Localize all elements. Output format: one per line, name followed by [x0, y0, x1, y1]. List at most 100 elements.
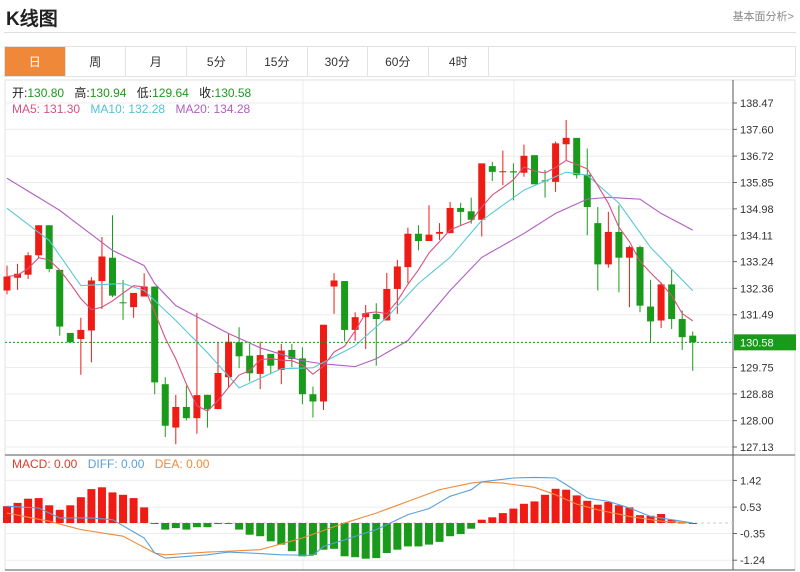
tab-week[interactable]: 周: [66, 47, 126, 76]
candle: [235, 327, 243, 369]
candle: [130, 292, 138, 318]
macd-bar: [361, 523, 370, 559]
candle: [689, 331, 697, 371]
candle: [77, 317, 85, 375]
macd-bar: [382, 523, 391, 553]
tab-day[interactable]: 日: [5, 47, 66, 76]
macd-bar: [3, 506, 11, 523]
macd-bar: [55, 509, 64, 523]
tab-15min[interactable]: 15分: [247, 47, 308, 76]
macd-bar: [119, 494, 128, 523]
candle: [393, 259, 401, 314]
candle-body: [362, 313, 370, 318]
macd-bar: [24, 498, 33, 523]
candle: [404, 227, 412, 284]
candle-body: [256, 355, 264, 374]
macd-bar: [435, 523, 444, 542]
close-label: 收:: [199, 86, 215, 100]
macd-bar: [319, 523, 328, 550]
macd-tick-label: -0.35: [740, 529, 765, 541]
candle-body: [3, 276, 11, 291]
period-tabs: 日 周 月 5分 15分 30分 60分 4时: [4, 46, 796, 77]
macd-bar: [456, 523, 465, 535]
current-price-label: 130.58: [740, 337, 774, 349]
macd-bar: [414, 523, 423, 547]
candle: [256, 341, 264, 390]
macd-bar: [330, 523, 339, 549]
macd-bar: [214, 523, 222, 524]
price-tick-label: 134.98: [740, 204, 774, 216]
candle: [151, 286, 159, 395]
candle-body: [488, 166, 496, 172]
candle: [499, 150, 507, 186]
candle: [552, 141, 560, 192]
candle-body: [98, 256, 106, 282]
candle-body: [320, 324, 327, 402]
ma5-value: MA5: 131.30: [12, 102, 81, 116]
macd-bar: [298, 523, 307, 557]
candle: [87, 277, 95, 363]
candle: [140, 273, 148, 297]
candle: [277, 343, 285, 385]
candle-body: [309, 394, 317, 402]
candle: [562, 119, 570, 161]
candle-body: [604, 231, 612, 265]
price-tick-label: 133.24: [740, 257, 774, 269]
tab-4hour[interactable]: 4时: [429, 47, 489, 76]
price-tick-label: 137.60: [740, 124, 774, 136]
macd-legend: MACD: 0.00 DIFF: 0.00 DEA: 0.00: [12, 457, 216, 471]
diff-value: DIFF: 0.00: [87, 457, 145, 471]
candle: [425, 205, 433, 242]
macd-bar: [76, 497, 85, 523]
price-tick-label: 132.36: [740, 283, 774, 295]
fundamental-analysis-link[interactable]: 基本面分析>: [732, 11, 794, 23]
candle-body: [151, 286, 159, 383]
macd-bar: [13, 502, 22, 523]
candle: [594, 207, 602, 291]
candle-body: [130, 292, 138, 308]
candle: [541, 170, 549, 198]
ohlc-legend: 开:130.80 高:130.94 低:129.64 收:130.58: [12, 84, 258, 101]
macd-bar: [467, 523, 476, 529]
candle: [341, 281, 349, 342]
candle: [98, 237, 106, 309]
candle: [161, 377, 169, 437]
candle-body: [583, 174, 591, 208]
candle: [14, 263, 22, 290]
macd-bar: [446, 523, 455, 537]
candle: [214, 341, 222, 410]
ma10-line: [6, 171, 694, 389]
candle: [119, 279, 127, 320]
macd-bar: [277, 523, 286, 545]
macd-bar: [87, 489, 96, 523]
candle: [647, 279, 655, 343]
tab-60min[interactable]: 60分: [368, 47, 429, 76]
candle-body: [689, 335, 697, 343]
candle-body: [499, 171, 507, 173]
macd-bar: [425, 523, 433, 545]
tab-30min[interactable]: 30分: [308, 47, 368, 76]
candle-body: [298, 358, 306, 395]
tab-5min[interactable]: 5分: [187, 47, 247, 76]
page-title: K线图: [6, 9, 58, 30]
price-tick-label: 138.47: [740, 98, 774, 110]
candle-body: [225, 341, 233, 378]
candle: [362, 305, 370, 350]
candle: [24, 252, 32, 279]
macd-bar: [625, 507, 634, 523]
macd-bar: [351, 523, 360, 558]
tab-month[interactable]: 月: [126, 47, 187, 76]
candle: [351, 312, 359, 341]
macd-bar: [551, 488, 560, 523]
candle-body: [457, 207, 465, 212]
high-label: 高:: [74, 86, 90, 100]
price-tick-label: 127.13: [740, 442, 774, 454]
macd-bar: [150, 523, 159, 524]
candle: [288, 343, 296, 368]
macd-bar: [488, 517, 497, 523]
candle-body: [383, 288, 391, 321]
price-tick-label: 129.75: [740, 363, 774, 375]
candle-body: [668, 284, 676, 319]
candle-body: [647, 306, 655, 322]
